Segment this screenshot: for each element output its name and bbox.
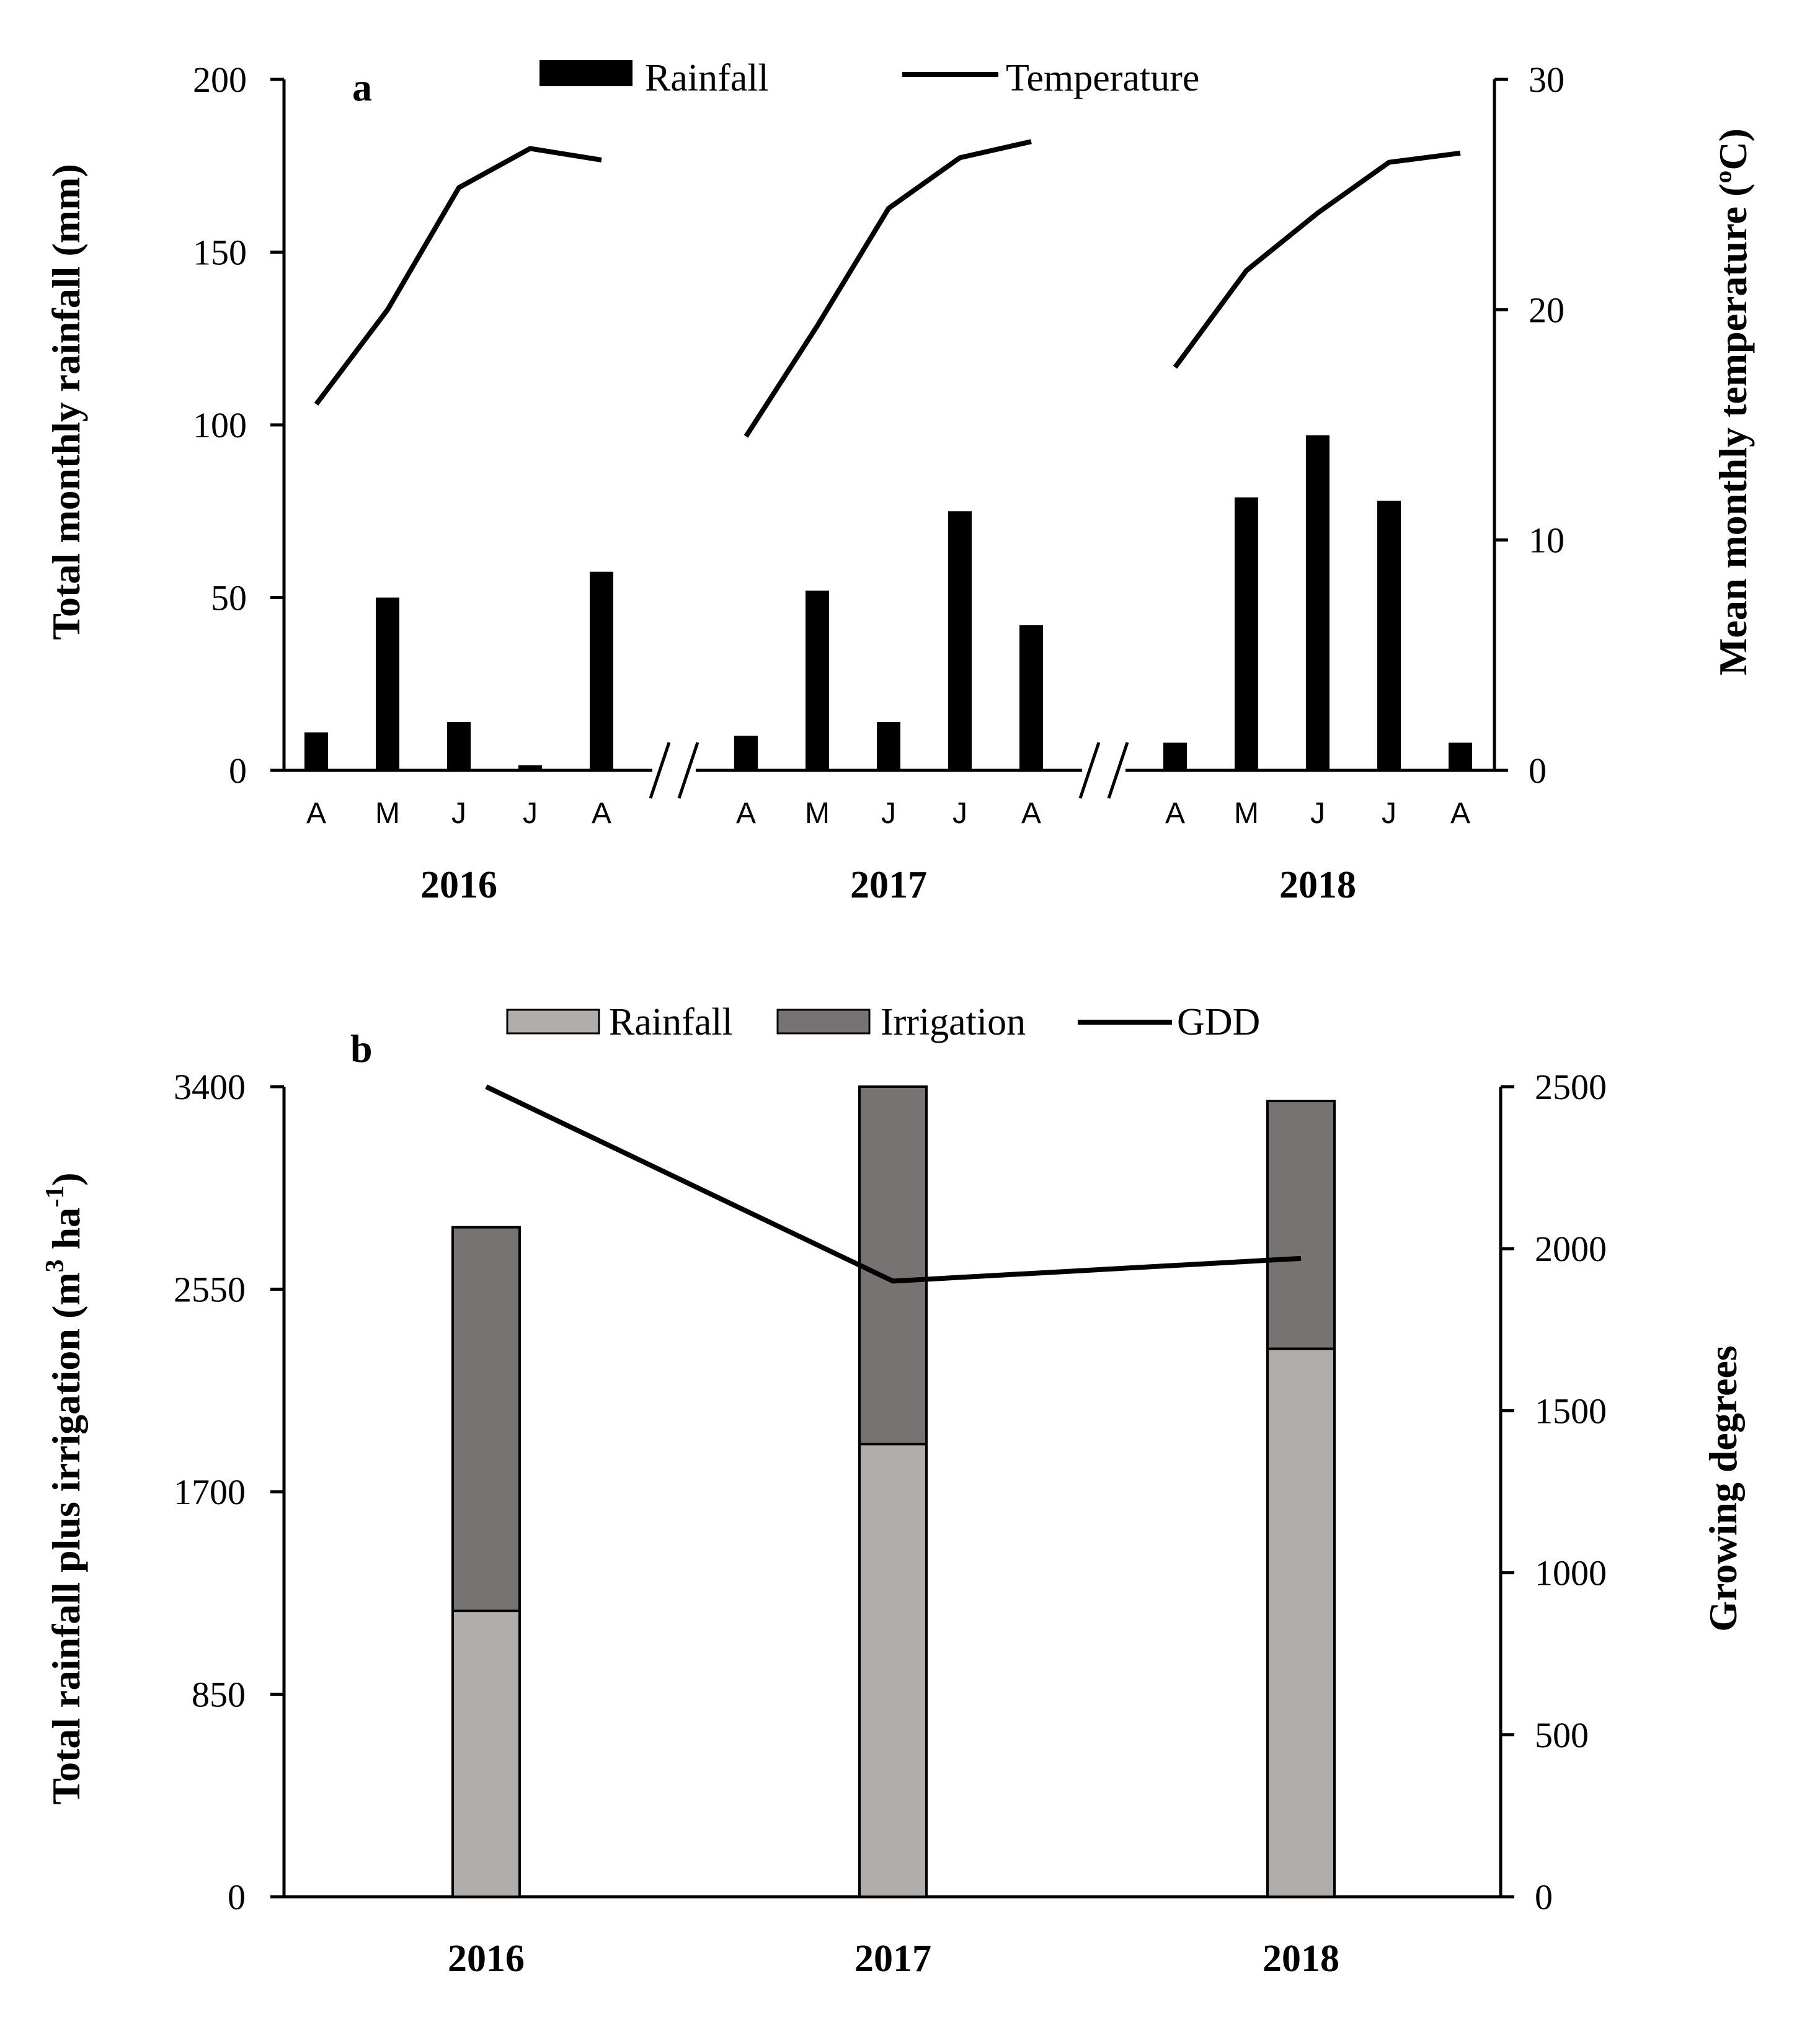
b-irrigation-bar: [1266, 1100, 1336, 1350]
a-rainfall-bar: [948, 511, 972, 770]
a-month-label: A: [592, 797, 611, 830]
panel-b-stacked-bars: [451, 1085, 1336, 1899]
b-rainfall-bar: [451, 1610, 521, 1898]
a-break-mark: [649, 742, 671, 799]
b-right-tick-label: 1000: [1535, 1553, 1607, 1593]
a-month-label: J: [1310, 797, 1325, 830]
b-irrigation-bar: [858, 1085, 928, 1446]
panel-a-rainfall-temperature: Rainfall Temperature a Total monthly rai…: [44, 57, 1755, 906]
legend-b-irrigation-label: Irrigation: [881, 1001, 1026, 1043]
a-year-label: 2016: [420, 864, 497, 906]
a-rainfall-bar: [1306, 435, 1329, 770]
panel-b-y-left-title: Total rainfall plus irrigation (m3 ha-1): [41, 1172, 88, 1804]
a-break-mark: [1107, 742, 1129, 799]
a-month-label: M: [1234, 797, 1259, 830]
b-ylabel-sup2: -1: [41, 1186, 69, 1208]
b-ylabel-suffix: ): [44, 1172, 88, 1185]
a-month-label: A: [1165, 797, 1185, 830]
legend-b-gdd-label: GDD: [1177, 1001, 1260, 1043]
a-rainfall-bar: [1163, 742, 1187, 770]
a-left-tick-label: 50: [211, 578, 247, 618]
a-right-tick-label: 10: [1529, 520, 1565, 561]
a-month-label: J: [881, 797, 896, 830]
a-left-tick-label: 100: [193, 405, 247, 445]
a-month-label: M: [805, 797, 830, 830]
a-temperature-line: [1173, 150, 1461, 369]
a-left-tick-label: 0: [229, 751, 247, 791]
legend-rainfall-label: Rainfall: [645, 57, 769, 99]
b-rainfall-bar: [1266, 1347, 1336, 1898]
panel-b-water-gdd: Rainfall Irrigation GDD b Total rainfall…: [41, 1001, 1745, 1980]
panel-b-gdd-line: [485, 1084, 1302, 1284]
a-rainfall-bar: [1235, 497, 1258, 770]
b-gdd-line: [485, 1084, 1302, 1284]
a-month-label: J: [523, 797, 538, 830]
a-rainfall-bar: [590, 571, 613, 770]
b-rainfall-bar: [858, 1443, 928, 1899]
a-right-tick-label: 30: [1529, 60, 1565, 100]
panel-a-rainfall-bars: [304, 435, 1472, 770]
b-category-label: 2018: [1263, 1938, 1339, 1980]
panel-b-y-right-title: Growing degrees: [1701, 1345, 1745, 1632]
b-left-tick-label: 2550: [174, 1270, 246, 1310]
b-right-tick-label: 1500: [1535, 1391, 1607, 1431]
a-month-label: M: [375, 797, 400, 830]
b-left-tick-label: 3400: [174, 1067, 246, 1107]
a-month-label: A: [1021, 797, 1041, 830]
a-rainfall-bar: [806, 590, 829, 770]
a-year-label: 2018: [1279, 864, 1356, 906]
b-right-tick-label: 2500: [1535, 1067, 1607, 1107]
a-month-label: A: [736, 797, 756, 830]
b-irrigation-bar: [451, 1226, 521, 1613]
a-rainfall-bar: [447, 722, 471, 770]
legend-temperature-label: Temperature: [1006, 57, 1199, 99]
panel-a-y-right-title: Mean monthly temperature (ºC): [1711, 128, 1755, 675]
legend-b-rainfall-swatch: [506, 1009, 600, 1035]
legend-rainfall-swatch: [539, 60, 633, 86]
a-month-label: J: [451, 797, 466, 830]
a-break-mark: [1078, 742, 1101, 799]
a-month-label: J: [1382, 797, 1396, 830]
panel-a-y-left-title: Total monthly rainfall (mm): [44, 164, 88, 639]
b-category-label: 2017: [855, 1938, 931, 1980]
b-category-label: 2016: [448, 1938, 525, 1980]
a-rainfall-bar: [304, 732, 328, 770]
panel-a-category-labels: A M J J A 2016 A M J J A 2017 A M J J A 2018: [306, 797, 1470, 906]
a-temperature-line: [314, 146, 602, 406]
a-right-tick-label: 20: [1529, 290, 1565, 330]
a-month-label: A: [1450, 797, 1470, 830]
panel-a-letter: a: [352, 65, 372, 109]
panel-a-temperature-lines: [314, 139, 1461, 438]
a-year-label: 2017: [850, 864, 927, 906]
a-break-mark: [677, 742, 699, 799]
a-right-tick-label: 0: [1529, 751, 1547, 791]
a-temperature-line: [744, 139, 1032, 438]
a-left-tick-label: 150: [193, 233, 247, 273]
b-right-tick-label: 2000: [1535, 1229, 1607, 1269]
b-left-tick-label: 0: [228, 1877, 246, 1917]
a-rainfall-bar: [734, 736, 758, 770]
legend-b-irrigation-swatch: [776, 1009, 871, 1035]
b-ylabel-prefix: Total rainfall plus irrigation (m: [44, 1272, 88, 1804]
a-rainfall-bar: [518, 765, 542, 770]
b-left-tick-label: 850: [192, 1675, 246, 1715]
a-rainfall-bar: [376, 597, 399, 770]
a-left-tick-label: 200: [193, 60, 247, 100]
panel-b-letter: b: [350, 1027, 373, 1071]
b-left-tick-label: 1700: [174, 1472, 246, 1512]
a-rainfall-bar: [1377, 501, 1401, 770]
b-ylabel-mid: ha: [44, 1208, 88, 1260]
a-rainfall-bar: [1449, 742, 1472, 770]
a-rainfall-bar: [1019, 625, 1043, 770]
b-right-tick-label: 0: [1535, 1877, 1553, 1917]
b-ylabel-sup1: 3: [41, 1259, 69, 1272]
a-month-label: A: [306, 797, 326, 830]
legend-b-rainfall-label: Rainfall: [609, 1001, 733, 1043]
a-month-label: J: [952, 797, 967, 830]
a-rainfall-bar: [877, 722, 900, 770]
b-right-tick-label: 500: [1535, 1715, 1589, 1755]
